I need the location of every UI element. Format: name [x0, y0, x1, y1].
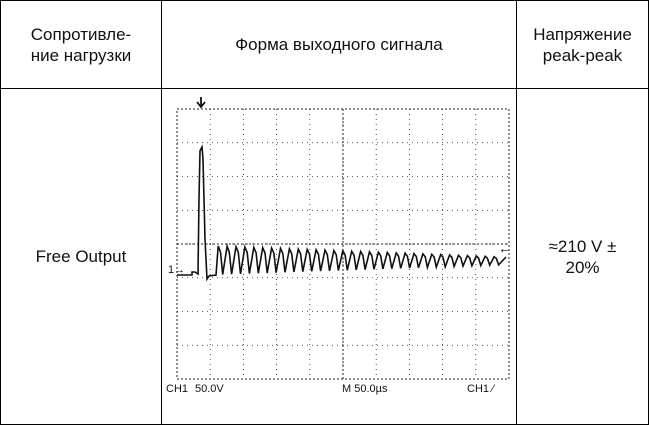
table-row: Free Output 1→ ← CH1 50.0V M 50.0µs CH1 … [0, 88, 649, 425]
scope-timebase: M 50.0µs [342, 383, 388, 395]
oscilloscope-screen: 1→ ← CH1 50.0V M 50.0µs CH1 ⁄ [166, 97, 512, 395]
scope-volts-div: 50.0V [195, 383, 224, 395]
header-row: Сопротивле- ние нагрузки Форма выходного… [0, 0, 649, 89]
trigger-level-arrow-icon: ← [498, 240, 512, 256]
cell-waveform: 1→ ← CH1 50.0V M 50.0µs CH1 ⁄ [161, 88, 517, 425]
top-trigger-arrow-icon [196, 97, 206, 109]
cell-load: Free Output [0, 88, 162, 425]
header-voltage: Напряжение peak-peak [516, 0, 649, 89]
scope-trigger-setting: CH1 ⁄ [467, 383, 496, 395]
header-load: Сопротивле- ние нагрузки [0, 0, 162, 89]
scope-channel-label: CH1 [166, 383, 188, 395]
channel-marker: 1→ [168, 264, 185, 276]
cell-voltage: ≈210 V ± 20% [516, 88, 649, 425]
header-waveform: Форма выходного сигнала [161, 0, 517, 89]
waveform-trace [177, 144, 507, 282]
